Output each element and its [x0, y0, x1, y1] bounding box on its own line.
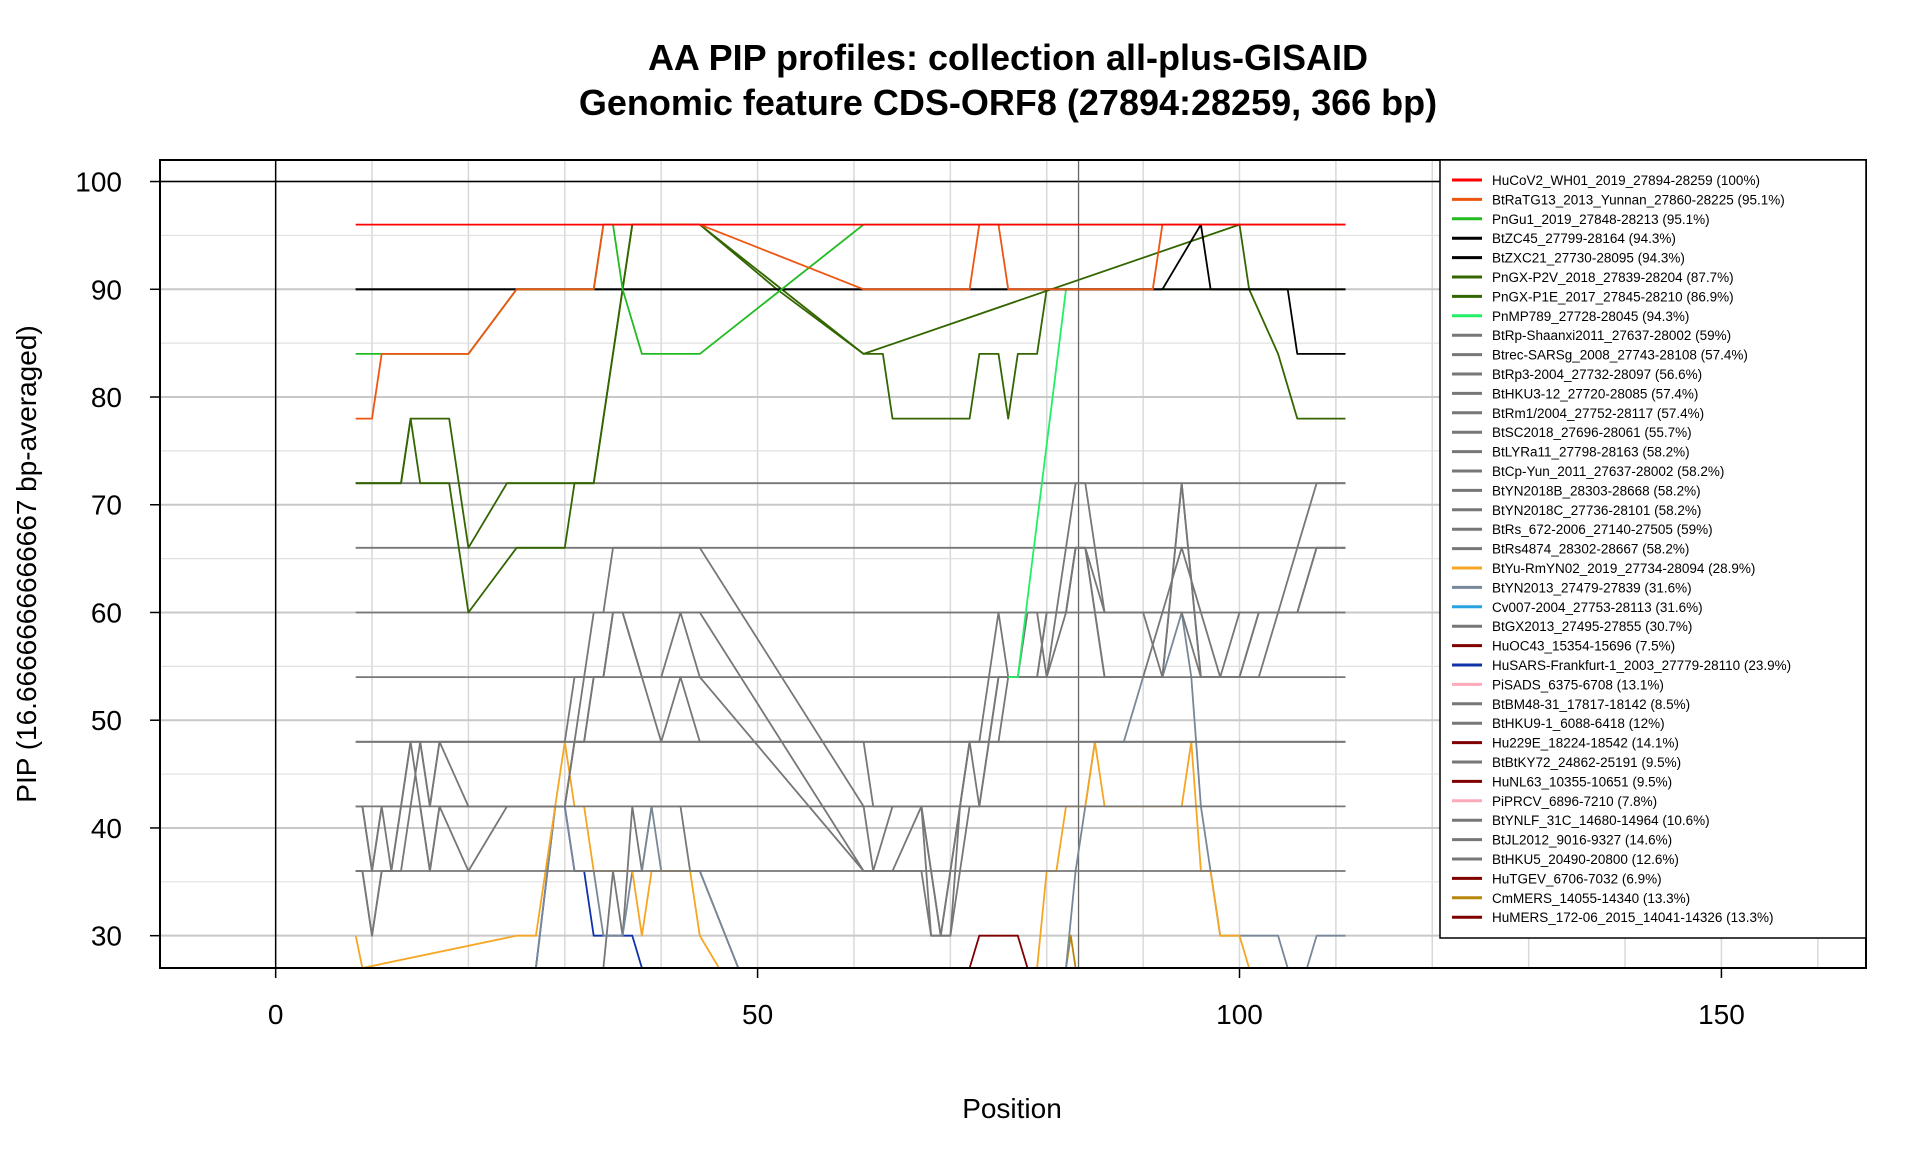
legend-entry: BtCp-Yun_2011_27637-28002 (58.2%)	[1492, 464, 1724, 479]
legend-entry: PnGX-P2V_2018_27839-28204 (87.7%)	[1492, 270, 1734, 285]
legend-entry: PnGX-P1E_2017_27845-28210 (86.9%)	[1492, 289, 1734, 304]
legend-entry: BtRs_672-2006_27140-27505 (59%)	[1492, 522, 1713, 537]
legend-entry: BtZC45_27799-28164 (94.3%)	[1492, 231, 1676, 246]
y-axis-ticks: 30 40 50 60 70 80 90 100	[75, 167, 160, 952]
legend-entry: BtYN2018B_28303-28668 (58.2%)	[1492, 483, 1701, 498]
legend-entry: Hu229E_18224-18542 (14.1%)	[1492, 736, 1679, 751]
series-line	[355, 223, 1346, 420]
legend: HuCoV2_WH01_2019_27894-28259 (100%) BtRaT…	[1439, 159, 1867, 939]
legend-entry: HuSARS-Frankfurt-1_2003_27779-28110 (23.…	[1492, 658, 1791, 673]
y-tick-label: 80	[91, 382, 122, 413]
legend-entry: BtRaTG13_2013_Yunnan_27860-28225 (95.1%)	[1492, 192, 1785, 207]
x-tick-label: 100	[1216, 999, 1263, 1030]
legend-box	[1439, 159, 1867, 939]
series-lines	[275, 223, 1346, 968]
series-line	[968, 934, 1029, 968]
x-tick-label: 150	[1698, 999, 1745, 1030]
legend-entry: PnMP789_27728-28045 (94.3%)	[1492, 309, 1689, 324]
legend-entry: BtYN2013_27479-27839 (31.6%)	[1492, 580, 1692, 595]
chart-subtitle: Genomic feature CDS-ORF8 (27894:28259, 3…	[579, 82, 1437, 123]
series-line	[354, 740, 1250, 968]
series-line	[355, 482, 1346, 937]
legend-entry: HuNL63_10355-10651 (9.5%)	[1492, 774, 1672, 789]
legend-entry: HuMERS_172-06_2015_14041-14326 (13.3%)	[1492, 910, 1773, 925]
y-axis-label: PIP (16.6666666666667 bp-averaged)	[11, 325, 42, 802]
legend-entry: HuTGEV_6706-7032 (6.9%)	[1492, 871, 1662, 886]
series-line	[535, 611, 1346, 968]
legend-entry: Cv007-2004_27753-28113 (31.6%)	[1492, 600, 1703, 615]
series-line	[355, 482, 1346, 937]
legend-entry: BtLYRa11_27798-28163 (58.2%)	[1492, 445, 1690, 460]
y-tick-label: 30	[91, 921, 122, 952]
series-line	[355, 223, 1346, 549]
legend-entry: CmMERS_14055-14340 (13.3%)	[1492, 891, 1690, 906]
legend-entry: BtRm1/2004_27752-28117 (57.4%)	[1492, 406, 1704, 421]
x-axis-label: Position	[962, 1093, 1062, 1124]
legend-entry: BtGX2013_27495-27855 (30.7%)	[1492, 619, 1692, 634]
legend-entry: BtRs4874_28302-28667 (58.2%)	[1492, 542, 1689, 557]
y-tick-label: 40	[91, 813, 122, 844]
y-tick-label: 60	[91, 597, 122, 628]
legend-entry: BtYN2018C_27736-28101 (58.2%)	[1492, 503, 1701, 518]
legend-entry: PiSADS_6375-6708 (13.1%)	[1492, 677, 1664, 692]
legend-entry: BtHKU3-12_27720-28085 (57.4%)	[1492, 386, 1698, 401]
legend-entry: BtHKU5_20490-20800 (12.6%)	[1492, 852, 1679, 867]
legend-entry: BtZXC21_27730-28095 (94.3%)	[1492, 251, 1685, 266]
legend-entry: HuOC43_15354-15696 (7.5%)	[1492, 639, 1675, 654]
legend-entry: HuCoV2_WH01_2019_27894-28259 (100%)	[1492, 173, 1760, 188]
legend-entry: BtYu-RmYN02_2019_27734-28094 (28.9%)	[1492, 561, 1755, 576]
x-axis-ticks: 0 50 100 150	[268, 968, 1745, 1030]
series-line	[602, 805, 740, 968]
x-tick-label: 0	[268, 999, 284, 1030]
legend-entry: BtBtKY72_24862-25191 (9.5%)	[1492, 755, 1681, 770]
legend-entry: BtHKU9-1_6088-6418 (12%)	[1492, 716, 1665, 731]
legend-entry: PiPRCV_6896-7210 (7.8%)	[1492, 794, 1657, 809]
y-tick-label: 100	[75, 167, 122, 198]
series-line	[355, 223, 1346, 614]
legend-entry: BtYNLF_31C_14680-14964 (10.6%)	[1492, 813, 1710, 828]
legend-entry: PnGu1_2019_27848-28213 (95.1%)	[1492, 212, 1710, 227]
legend-entry: BtSC2018_27696-28061 (55.7%)	[1492, 425, 1692, 440]
legend-entry: BtRp3-2004_27732-28097 (56.6%)	[1492, 367, 1702, 382]
legend-entry: BtRp-Shaanxi2011_27637-28002 (59%)	[1492, 328, 1731, 343]
y-tick-label: 70	[91, 490, 122, 521]
x-tick-label: 50	[742, 999, 773, 1030]
legend-entry: BtJL2012_9016-9327 (14.6%)	[1492, 833, 1672, 848]
y-tick-label: 90	[91, 274, 122, 305]
legend-entry: Btrec-SARSg_2008_27743-28108 (57.4%)	[1492, 348, 1748, 363]
y-tick-label: 50	[91, 705, 122, 736]
chart-title: AA PIP profiles: collection all-plus-GIS…	[648, 37, 1368, 78]
series-line	[1008, 289, 1067, 678]
legend-entry: BtBM48-31_17817-18142 (8.5%)	[1492, 697, 1690, 712]
series-line	[355, 223, 1346, 355]
